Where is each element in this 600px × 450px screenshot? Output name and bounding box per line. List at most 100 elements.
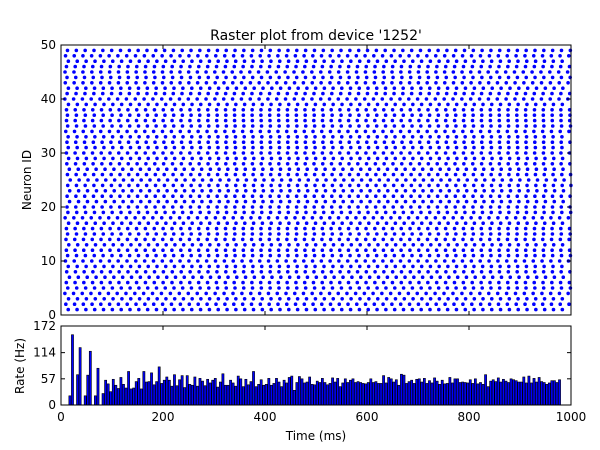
spike-point — [416, 237, 421, 242]
spike-point — [303, 75, 308, 80]
spike-point — [142, 129, 147, 134]
spike-point — [429, 167, 434, 171]
spike-point — [550, 124, 555, 128]
spike-point — [260, 297, 265, 301]
spike-point — [339, 183, 343, 188]
spike-point — [234, 307, 238, 312]
spike-point — [232, 162, 237, 166]
spike-point — [311, 237, 315, 242]
spike-point — [434, 248, 439, 252]
spike-point — [151, 259, 156, 263]
spike-point — [357, 232, 361, 236]
spike-point — [286, 75, 290, 80]
spike-point — [561, 189, 566, 193]
spike-point — [427, 183, 431, 188]
spike-point — [224, 194, 228, 198]
spike-point — [426, 108, 430, 112]
spike-point — [322, 145, 326, 150]
spike-point — [329, 248, 333, 252]
spike-point — [470, 118, 475, 123]
spike-point — [434, 70, 438, 74]
spike-point — [154, 307, 159, 312]
spike-point — [313, 297, 318, 301]
spike-point — [163, 232, 167, 236]
spike-point — [134, 70, 138, 74]
spike-point — [345, 81, 350, 85]
spike-point — [363, 81, 368, 85]
spike-point — [311, 151, 316, 155]
spike-point — [83, 232, 88, 236]
spike-point — [451, 81, 456, 85]
spike-point — [278, 199, 283, 204]
spike-point — [268, 118, 272, 123]
spike-point — [121, 189, 125, 193]
spike-point — [400, 205, 404, 209]
spike-point — [426, 280, 430, 285]
spike-point — [243, 189, 248, 193]
spike-point — [530, 70, 534, 74]
spike-point — [407, 129, 412, 134]
spike-point — [242, 102, 247, 107]
spike-point — [260, 156, 265, 161]
spike-point — [199, 275, 204, 280]
spike-point — [164, 156, 168, 161]
spike-point — [214, 248, 219, 252]
spike-point — [339, 210, 344, 215]
spike-point — [525, 102, 529, 107]
spike-point — [524, 135, 529, 139]
spike-point — [375, 145, 380, 150]
spike-point — [472, 297, 477, 301]
rate-bar — [550, 380, 554, 406]
spike-point — [83, 183, 87, 188]
spike-point — [453, 91, 458, 96]
spike-point — [402, 59, 406, 63]
spike-point — [197, 113, 202, 117]
spike-point — [224, 140, 228, 144]
spike-point — [328, 216, 332, 220]
spike-point — [553, 178, 557, 182]
spike-point — [170, 248, 174, 252]
spike-point — [241, 108, 246, 112]
spike-point — [89, 216, 94, 220]
spike-point — [305, 199, 310, 204]
spike-point — [269, 243, 274, 247]
spike-point — [534, 243, 538, 247]
spike-point — [225, 307, 229, 312]
spike-point — [540, 259, 544, 263]
spike-point — [138, 167, 143, 171]
spike-point — [179, 151, 183, 155]
spike-point — [498, 172, 502, 177]
spike-point — [277, 124, 281, 128]
spike-point — [304, 297, 309, 301]
rate-bar — [94, 395, 97, 406]
spike-point — [181, 297, 186, 301]
spike-point — [231, 302, 236, 307]
rate-bar — [346, 382, 350, 406]
spike-point — [172, 86, 176, 90]
spike-point — [389, 54, 394, 58]
spike-point — [214, 118, 219, 123]
spike-point — [526, 275, 530, 280]
spike-point — [233, 286, 237, 290]
spike-point — [224, 48, 229, 53]
spike-point — [363, 259, 368, 263]
spike-point — [232, 151, 237, 155]
spike-point — [499, 275, 504, 280]
spike-point — [91, 270, 95, 274]
spike-point — [417, 205, 422, 209]
spike-point — [151, 70, 156, 74]
spike-point — [373, 280, 377, 285]
spike-point — [250, 151, 255, 155]
spike-point — [562, 178, 566, 182]
spike-point — [74, 286, 79, 290]
spike-point — [462, 124, 467, 128]
spike-point — [197, 140, 202, 144]
spike-point — [345, 54, 350, 58]
spike-point — [390, 151, 395, 155]
spike-point — [531, 259, 536, 263]
rate-bar — [440, 379, 444, 406]
spike-point — [557, 291, 562, 296]
spike-point — [359, 199, 363, 204]
spike-point — [66, 307, 71, 312]
